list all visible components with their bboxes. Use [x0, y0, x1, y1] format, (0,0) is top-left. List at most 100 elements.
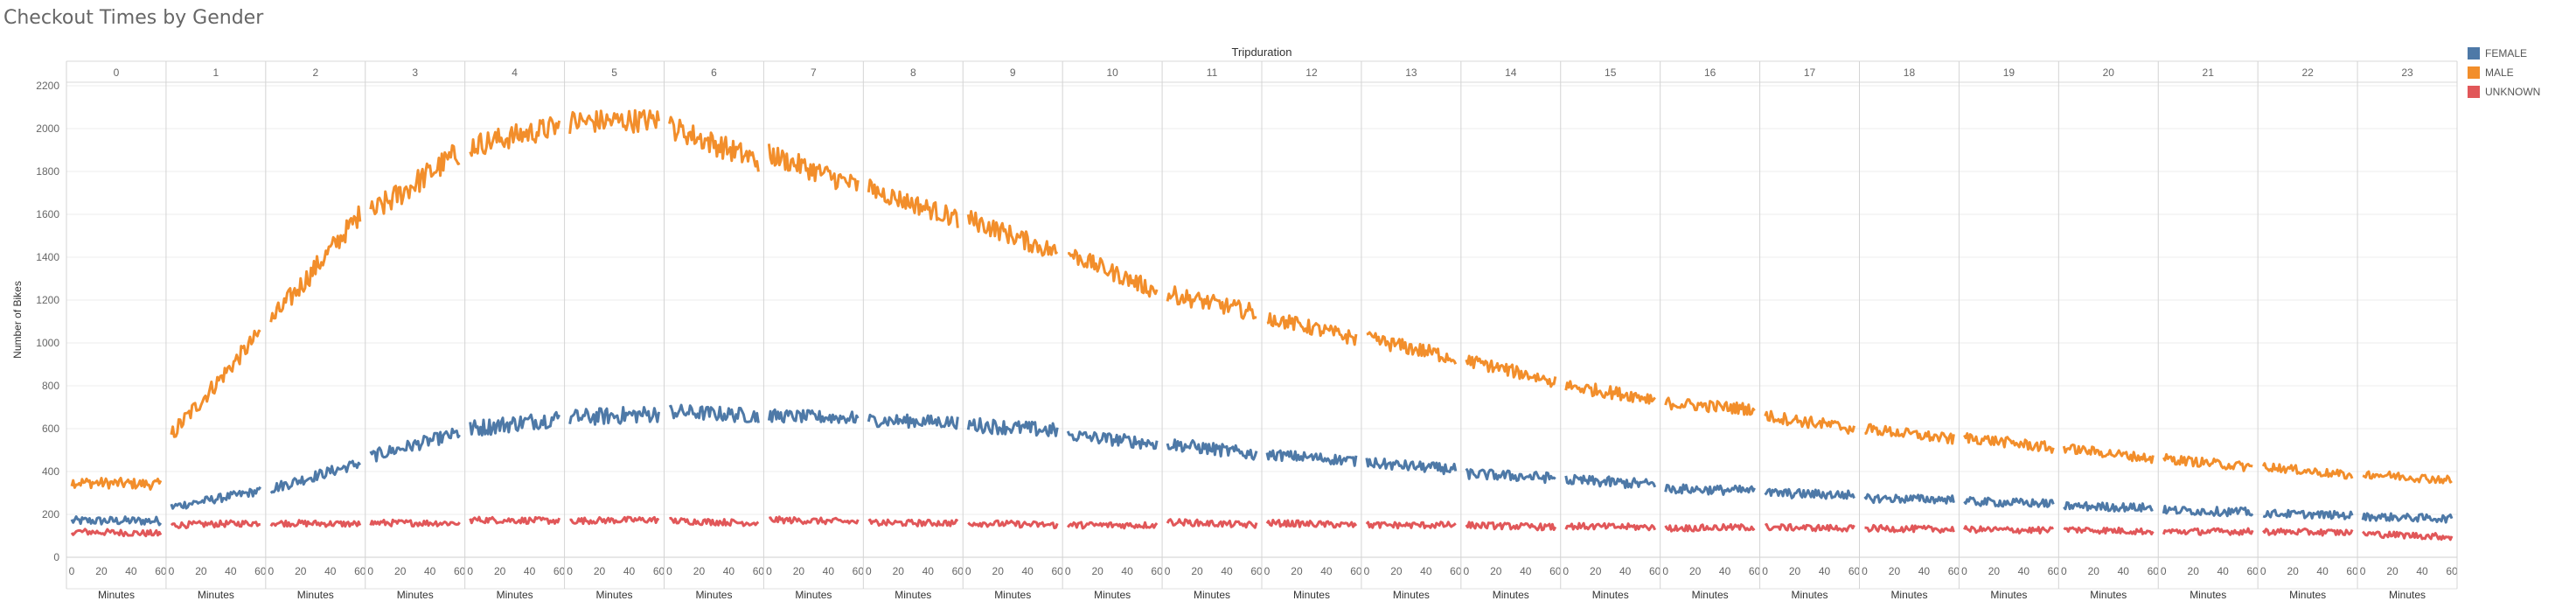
- panel-header-label: 5: [611, 66, 617, 79]
- panel-header-label: 12: [1305, 66, 1318, 79]
- y-axis-title: Number of Bikes: [11, 281, 24, 359]
- series-line-unknown: [469, 515, 561, 525]
- x-axis-label: Minutes: [1293, 589, 1330, 601]
- series-line-female: [369, 427, 461, 463]
- x-tick-label: 40: [723, 565, 735, 577]
- legend-item: UNKNOWN: [2468, 82, 2540, 101]
- x-tick-label: 40: [2217, 565, 2230, 577]
- series-line-female: [2262, 508, 2354, 521]
- series-line-unknown: [768, 515, 860, 526]
- series-line-unknown: [1864, 523, 1955, 535]
- x-tick-label: 0: [1165, 565, 1171, 577]
- x-tick-label: 0: [169, 565, 175, 577]
- series-line-unknown: [2162, 527, 2254, 536]
- x-tick-label: 60: [1848, 565, 1861, 577]
- series-line-male: [966, 210, 1059, 257]
- series-line-female: [2162, 505, 2254, 518]
- legend-item: FEMALE: [2468, 44, 2540, 63]
- x-tick-label: 40: [1719, 565, 1731, 577]
- series-line-male: [1664, 396, 1756, 416]
- x-axis-label: Minutes: [1792, 589, 1828, 601]
- x-tick-label: 60: [454, 565, 466, 577]
- x-tick-label: 60: [753, 565, 765, 577]
- x-tick-label: 20: [1590, 565, 1602, 577]
- x-tick-label: 20: [2386, 565, 2398, 577]
- series-line-unknown: [1265, 519, 1358, 529]
- series-line-male: [668, 115, 760, 172]
- x-tick-label: 0: [268, 565, 274, 577]
- x-axis-label: Minutes: [994, 589, 1031, 601]
- x-tick-label: 40: [2018, 565, 2030, 577]
- x-axis-label: Minutes: [297, 589, 334, 601]
- x-tick-label: 40: [922, 565, 935, 577]
- x-axis-label: Minutes: [198, 589, 234, 601]
- x-tick-label: 40: [1918, 565, 1931, 577]
- x-tick-label: 20: [95, 565, 108, 577]
- x-tick-label: 0: [1364, 565, 1370, 577]
- x-tick-label: 40: [1420, 565, 1432, 577]
- x-tick-label: 0: [1563, 565, 1569, 577]
- series-line-unknown: [1066, 521, 1159, 530]
- x-tick-label: 20: [793, 565, 805, 577]
- series-line-unknown: [1963, 525, 2055, 535]
- panel-header-label: 18: [1904, 66, 1916, 79]
- x-tick-label: 60: [1948, 565, 1960, 577]
- x-tick-label: 40: [125, 565, 137, 577]
- x-tick-label: 20: [2088, 565, 2100, 577]
- x-tick-label: 0: [567, 565, 573, 577]
- panel-header-label: 20: [2103, 66, 2115, 79]
- x-tick-label: 40: [1619, 565, 1632, 577]
- series-line-male: [1266, 311, 1358, 346]
- panel-header-label: 2: [312, 66, 318, 79]
- series-line-male: [867, 178, 959, 228]
- x-axis-label: Minutes: [98, 589, 135, 601]
- panel-header-label: 13: [1405, 66, 1417, 79]
- series-line-male: [767, 143, 860, 192]
- y-tick-label: 1000: [36, 337, 59, 349]
- panel-header-label: 22: [2301, 66, 2314, 79]
- series-line-female: [269, 459, 362, 494]
- x-tick-label: 20: [295, 565, 307, 577]
- series-line-female: [1066, 430, 1159, 451]
- x-tick-label: 20: [1390, 565, 1403, 577]
- panel-header-label: 14: [1505, 66, 1517, 79]
- series-line-female: [966, 416, 1059, 437]
- series-line-female: [767, 408, 860, 424]
- x-tick-label: 60: [1450, 565, 1462, 577]
- x-tick-label: 0: [1264, 565, 1271, 577]
- chart-title: Checkout Times by Gender: [3, 7, 264, 29]
- x-tick-label: 60: [2446, 565, 2458, 577]
- y-tick-label: 1200: [36, 294, 59, 306]
- x-tick-label: 0: [666, 565, 672, 577]
- x-tick-label: 0: [2061, 565, 2067, 577]
- x-tick-label: 0: [965, 565, 971, 577]
- x-tick-label: 60: [1051, 565, 1063, 577]
- y-tick-label: 200: [42, 508, 59, 521]
- x-axis-label: Minutes: [1890, 589, 1927, 601]
- legend-label: FEMALE: [2485, 47, 2528, 59]
- x-axis-label: Minutes: [2090, 589, 2127, 601]
- y-tick-label: 0: [53, 551, 59, 563]
- series-line-male: [1963, 432, 2055, 454]
- series-line-male: [469, 115, 561, 157]
- panel-header-label: 15: [1605, 66, 1617, 79]
- x-axis-label: Minutes: [1393, 589, 1430, 601]
- series-line-unknown: [2261, 528, 2354, 537]
- panel-header-label: 21: [2203, 66, 2215, 79]
- x-tick-label: 0: [69, 565, 75, 577]
- x-tick-label: 60: [1649, 565, 1661, 577]
- legend: FEMALE MALE UNKNOWN: [2468, 44, 2540, 101]
- column-header-label: Tripduration: [1232, 45, 1292, 59]
- series-line-female: [1963, 496, 2055, 508]
- x-tick-label: 60: [2048, 565, 2060, 577]
- x-tick-label: 60: [553, 565, 566, 577]
- x-tick-label: 60: [155, 565, 167, 577]
- series-line-female: [2063, 500, 2154, 513]
- series-line-unknown: [967, 519, 1059, 529]
- series-line-male: [269, 205, 362, 323]
- x-tick-label: 20: [195, 565, 207, 577]
- series-line-female: [1365, 457, 1458, 476]
- series-line-female: [1863, 493, 1955, 505]
- x-tick-label: 40: [1320, 565, 1333, 577]
